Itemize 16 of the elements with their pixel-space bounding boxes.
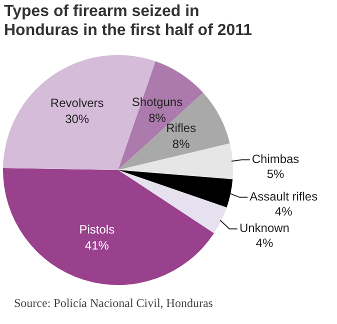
slice-label: Assault rifles [250, 190, 318, 204]
slice-label: Pistols [79, 222, 115, 236]
data-label: 8% [172, 137, 190, 152]
source-note: Source: Policía Nacional Civil, Honduras [14, 296, 213, 311]
slice-label: Rifles [166, 121, 196, 136]
chart-title: Types of firearm seized in Honduras in the first half of 2011 [4, 2, 254, 40]
slice-label: Revolvers [50, 96, 104, 110]
slice-label: Chimbas [252, 152, 300, 166]
data-label: 41% [84, 238, 110, 252]
data-label: 5% [266, 167, 285, 182]
data-label: 8% [148, 110, 166, 125]
slice-label: Unknown [239, 221, 290, 236]
data-label: 4% [274, 204, 293, 219]
data-label: 4% [256, 236, 274, 250]
data-label: 30% [65, 112, 90, 126]
slice-label: Shotguns [132, 94, 183, 109]
